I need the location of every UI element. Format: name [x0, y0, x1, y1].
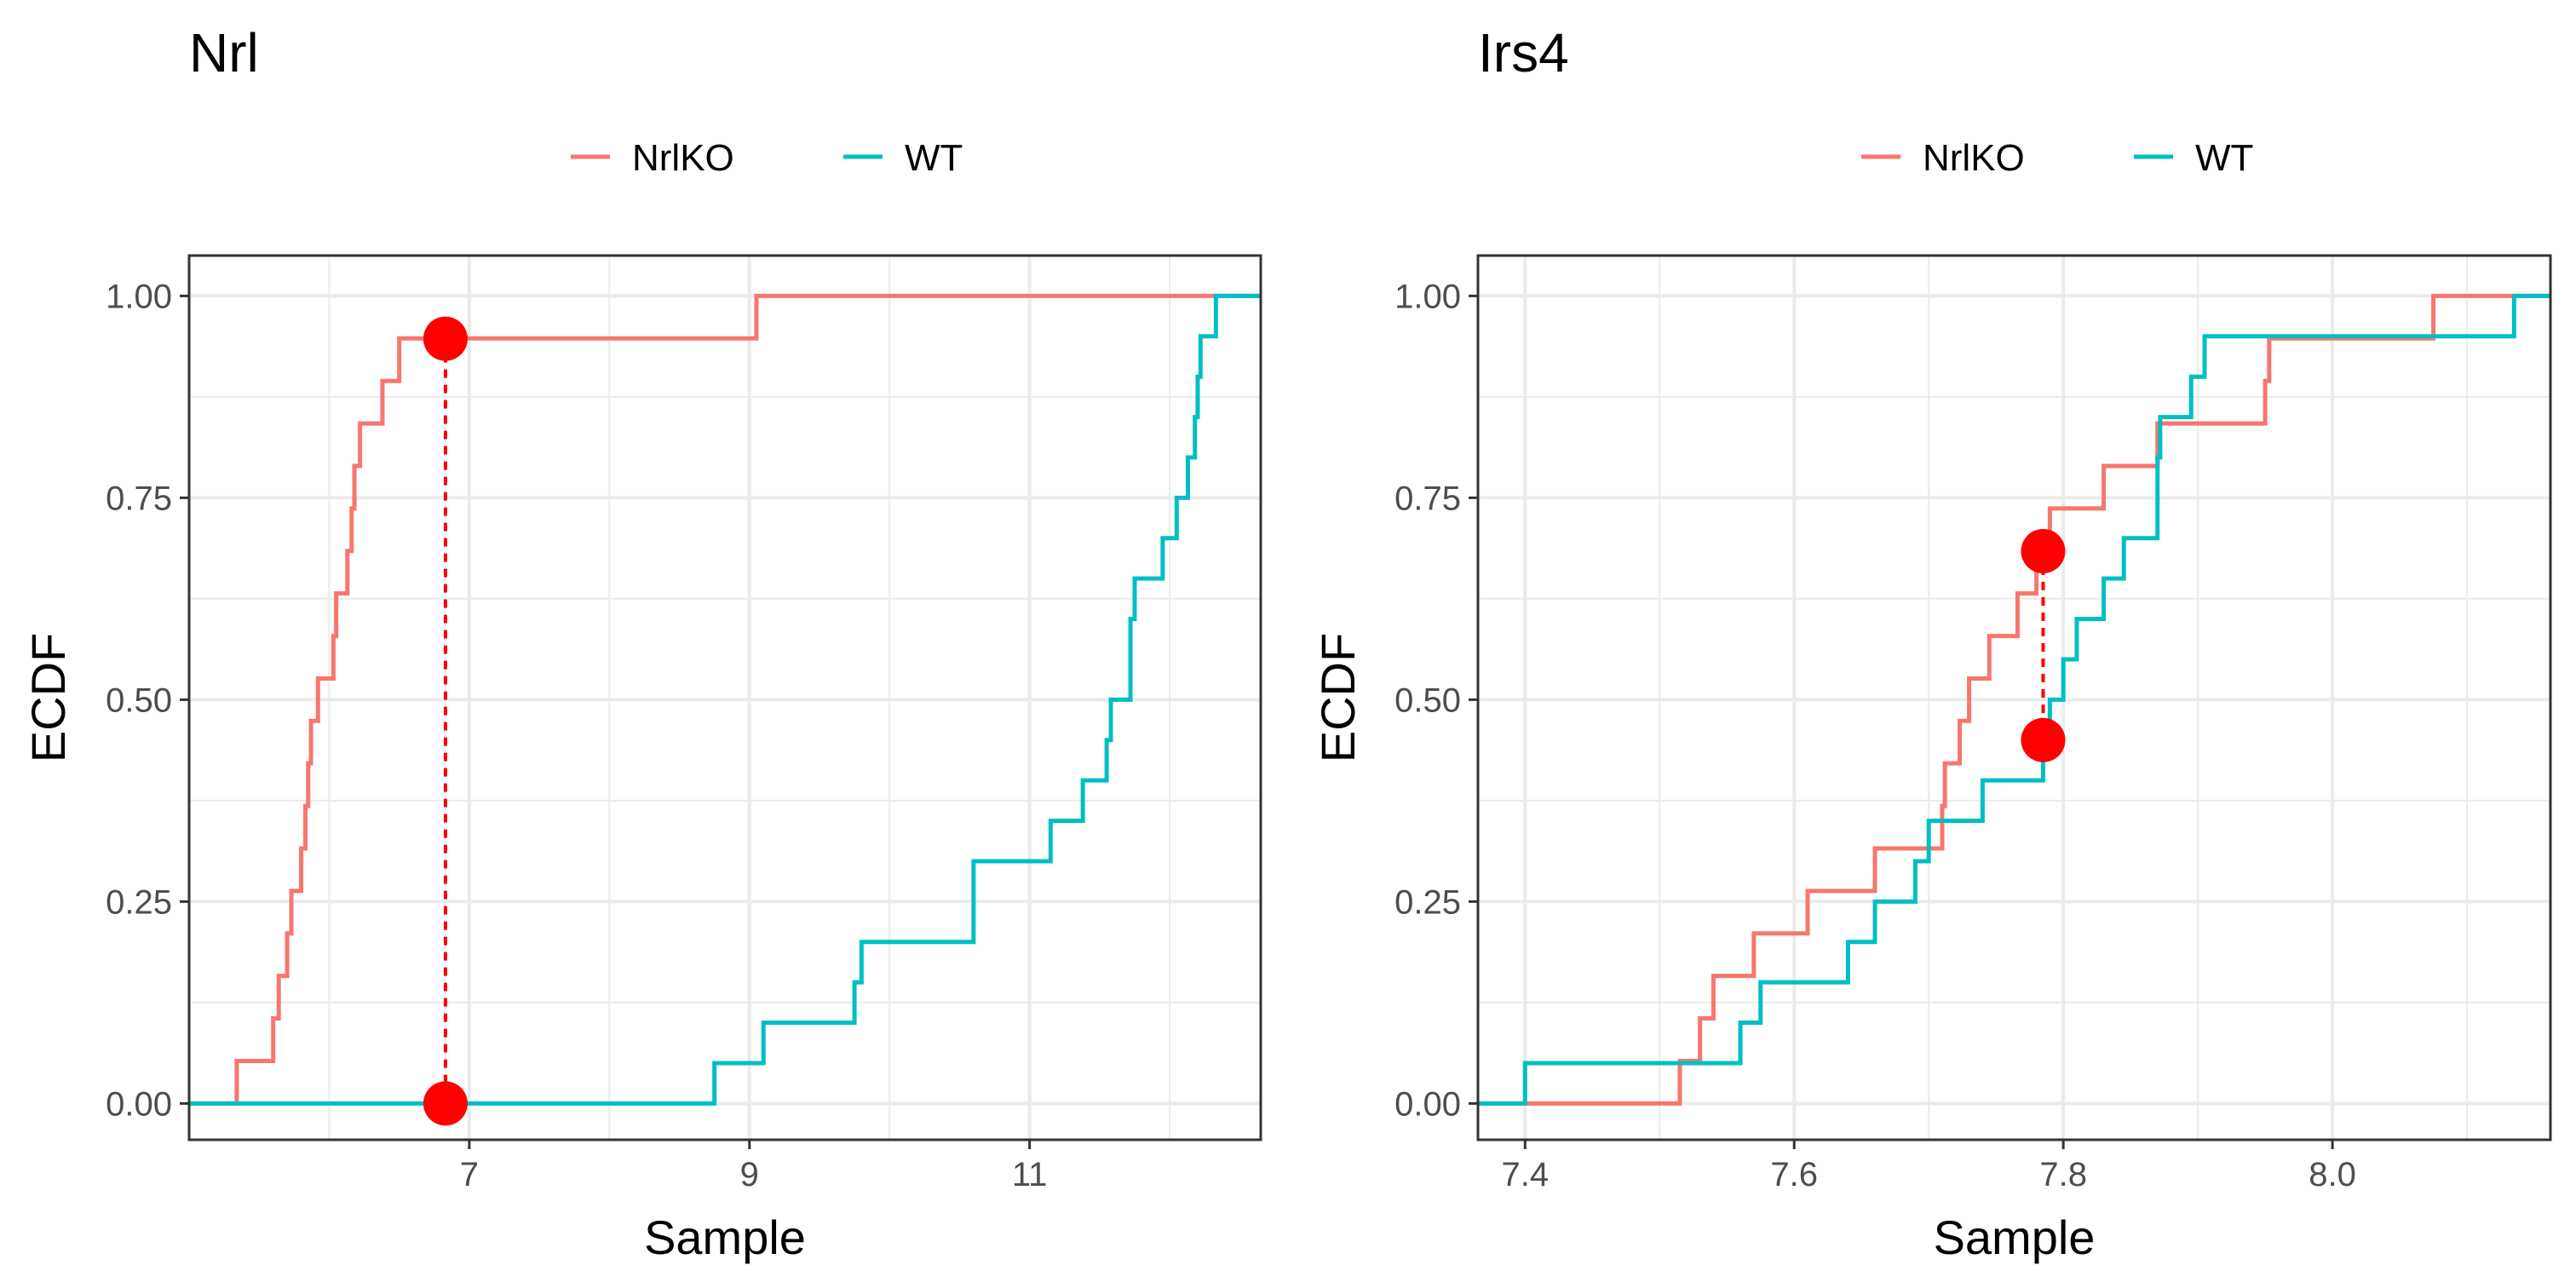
series-group — [189, 293, 1261, 1106]
x-tick-label: 11 — [1012, 1156, 1048, 1193]
series-line-wt — [189, 293, 1261, 1106]
series-line-nrlko — [1478, 293, 2550, 1106]
panel-background — [1478, 256, 2550, 1140]
y-tick-label: 0.00 — [106, 1085, 172, 1123]
x-axis-title: Sample — [1934, 1210, 2096, 1264]
x-tick-label: 7.6 — [1770, 1156, 1818, 1193]
y-axis-title: ECDF — [21, 633, 75, 762]
y-axis-title: ECDF — [1311, 633, 1365, 762]
ks-annotation — [2021, 528, 2066, 762]
gridlines — [1478, 256, 2550, 1140]
annotation-point-bottom — [2021, 717, 2066, 762]
panel-border — [1476, 254, 2552, 1141]
x-axis-title: Sample — [644, 1210, 806, 1264]
legend-label-wt: WT — [2195, 137, 2253, 179]
x-axis: 7.4 7.6 7.8 8.0 — [1501, 1140, 2356, 1193]
x-tick-label: 7 — [460, 1156, 479, 1193]
y-tick-label: 0.75 — [1394, 480, 1461, 517]
annotation-point-top — [2021, 528, 2066, 573]
panel-border — [187, 254, 1262, 1141]
legend-label-wt: WT — [905, 137, 963, 179]
y-tick-label: 1.00 — [1394, 278, 1461, 315]
y-tick-label: 0.75 — [106, 480, 172, 517]
y-tick-label: 1.00 — [106, 278, 172, 315]
y-axis: 0.00 0.25 0.50 0.75 1.00 — [106, 278, 189, 1123]
y-tick-label: 0.50 — [106, 681, 172, 719]
annotation-point-bottom — [423, 1081, 468, 1126]
y-tick-label: 0.25 — [1394, 883, 1461, 921]
x-tick-label: 9 — [740, 1156, 759, 1193]
x-tick-label: 7.8 — [2039, 1156, 2087, 1193]
x-tick-label: 8.0 — [2309, 1156, 2356, 1193]
y-tick-label: 0.00 — [1394, 1085, 1461, 1123]
panel-background — [189, 256, 1261, 1140]
panel-nrl: Nrl NrlKO WT 0.00 0.25 0.50 0.75 1.00 7 9 11 Sample… — [21, 22, 1262, 1264]
legend-label-nrlko: NrlKO — [632, 137, 734, 179]
panel-irs4: Irs4 NrlKO WT 0.00 0.25 0.50 0.75 1.00 7.4 7.6 7.8… — [1311, 22, 2552, 1264]
chart-title: Irs4 — [1478, 22, 1569, 83]
y-axis: 0.00 0.25 0.50 0.75 1.00 — [1394, 278, 1478, 1123]
annotation-point-top — [423, 316, 468, 361]
legend: NrlKO WT — [571, 137, 963, 179]
x-tick-label: 7.4 — [1501, 1156, 1549, 1193]
y-tick-label: 0.50 — [1394, 681, 1461, 719]
series-line-nrlko — [189, 293, 1261, 1106]
legend-label-nrlko: NrlKO — [1923, 137, 2025, 179]
x-axis: 7 9 11 — [460, 1140, 1048, 1193]
legend: NrlKO WT — [1861, 137, 2253, 179]
ks-annotation — [423, 316, 468, 1126]
y-tick-label: 0.25 — [106, 883, 172, 921]
chart-title: Nrl — [189, 22, 259, 83]
